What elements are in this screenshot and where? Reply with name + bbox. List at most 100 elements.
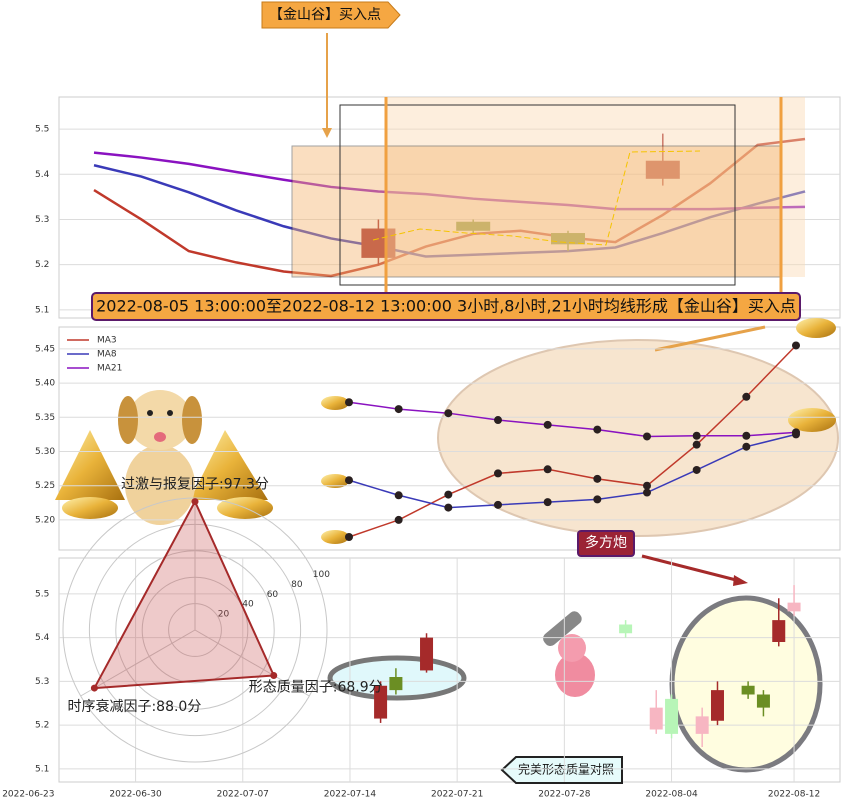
candle-body: [420, 637, 434, 671]
gold: [190, 430, 268, 500]
dog-body: [125, 445, 195, 525]
candle-body: [645, 160, 680, 179]
marker: [444, 409, 453, 418]
marker: [593, 474, 602, 483]
candle-body: [551, 233, 585, 245]
marker: [742, 431, 751, 440]
gold: [55, 430, 125, 500]
guide-line: [372, 150, 701, 246]
arrow-head: [322, 128, 332, 138]
cat-body: [555, 653, 595, 697]
x-tick-label: 2022-06-30: [109, 790, 162, 800]
candle-body: [649, 707, 663, 730]
marker: [643, 481, 651, 490]
radar-tick-label: 80: [291, 580, 303, 590]
ma-line: [93, 151, 806, 211]
radar-axis: [194, 629, 310, 697]
radar-tick-label: 60: [267, 590, 279, 600]
marker: [394, 405, 403, 414]
radar-area: [92, 499, 276, 690]
radar-point: [90, 684, 98, 692]
y-tick-label: 5.30: [35, 447, 55, 457]
y-tick-label: 5.2: [35, 260, 49, 270]
candle-body: [756, 694, 770, 708]
x-tick-label: 2022-06-23: [2, 790, 54, 800]
marker: [394, 491, 403, 500]
marker: [345, 476, 353, 485]
marker: [692, 440, 701, 449]
x-tick-label: 2022-07-21: [431, 790, 483, 800]
marker: [444, 490, 453, 499]
marker: [692, 431, 701, 440]
candle-body: [741, 685, 755, 695]
legend-label: MA21: [97, 364, 122, 374]
marker: [543, 498, 552, 507]
radar-tick-label: 100: [313, 570, 330, 580]
ma-line: [93, 137, 806, 278]
radar-label: 时序衰减因子:88.0分: [67, 698, 201, 715]
arrow: [641, 554, 741, 583]
y-tick-label: 5.3: [35, 215, 49, 225]
candle-body: [389, 677, 403, 691]
y-tick-label: 5.20: [35, 515, 55, 525]
y-tick-label: 5.4: [35, 633, 50, 643]
y-tick-label: 5.25: [35, 481, 55, 491]
radar-point: [270, 671, 278, 679]
y-tick-label: 5.5: [35, 125, 49, 135]
marker: [494, 416, 502, 425]
legend-label: MA8: [97, 350, 117, 360]
candle-body: [456, 221, 491, 231]
ma-line: [348, 401, 797, 438]
radar-axis: [80, 629, 196, 697]
dog-ear: [118, 396, 138, 444]
marker: [345, 398, 353, 407]
highlight-ellipse: [437, 339, 839, 537]
y-tick-label: 5.1: [35, 305, 49, 315]
x-tick-label: 2022-08-12: [768, 790, 820, 800]
candle-body: [361, 228, 396, 258]
y-tick-label: 5.4: [35, 170, 50, 180]
candle-body: [619, 624, 633, 634]
marker: [792, 341, 800, 350]
legend-label: MA3: [97, 336, 117, 346]
zone-outline: [339, 104, 736, 286]
dog-tongue: [154, 432, 166, 442]
middle-chart: 5.20 5.25 5.30 5.35 5.40 5.45 MA3 MA8 MA21: [35, 336, 840, 542]
marker: [345, 533, 353, 542]
radar-label: 形态质量因子:68.9分: [249, 679, 383, 695]
y-tick-label: 5.3: [35, 677, 49, 687]
candle-body: [665, 698, 679, 734]
y-tick-label: 5.1: [35, 764, 49, 774]
marker: [444, 503, 453, 512]
callout-box: [261, 1, 401, 29]
x-tick-label: 2022-07-14: [324, 790, 377, 800]
ma-line: [93, 164, 806, 258]
candle-body: [710, 690, 724, 721]
dog-head: [128, 390, 192, 450]
marker: [643, 432, 651, 441]
signal: 多方炮: [585, 534, 627, 551]
marker: [643, 488, 651, 497]
compare-box: [500, 756, 623, 784]
banner-box: [91, 292, 801, 321]
callout: 【金山谷】买入点: [269, 7, 381, 23]
gold: [321, 474, 349, 488]
marker: [593, 495, 602, 504]
highlight-zones: 【金山谷】买入点 2022-08-05 13:00:00至2022-08-12 …: [91, 1, 805, 321]
ma-line: [348, 433, 797, 509]
marker: [742, 442, 751, 451]
marker: [494, 469, 502, 478]
panel-top: [58, 96, 841, 319]
y-tick-label: 5.2: [35, 721, 49, 731]
radar-tick-label: 40: [242, 600, 254, 610]
marker: [543, 420, 552, 429]
dog-eye: [167, 410, 173, 416]
gold: [788, 408, 836, 432]
highlight-ellipse: [669, 595, 823, 773]
radar-point: [191, 498, 199, 506]
marker: [742, 392, 751, 401]
gold: [321, 530, 349, 544]
dog-eye: [147, 410, 153, 416]
